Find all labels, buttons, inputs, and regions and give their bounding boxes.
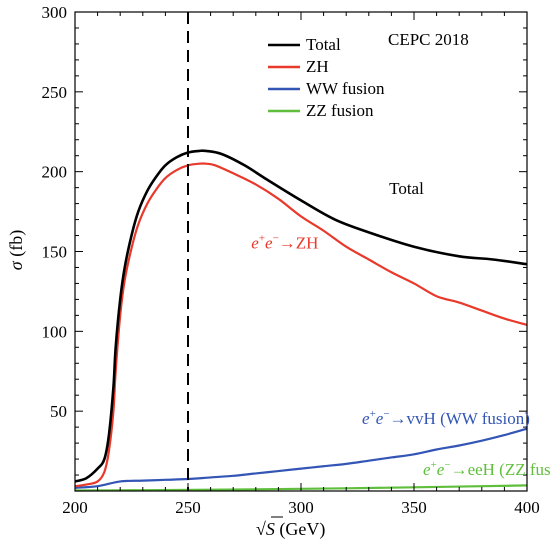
x-axis-label-unit: (GeV) <box>275 519 325 540</box>
y-axis-label: σ (fb) <box>6 230 27 270</box>
x-tick-label: 200 <box>62 498 88 517</box>
series-line-zh <box>74 162 528 488</box>
ticks-layer <box>74 11 528 492</box>
y-tick-label: 300 <box>42 3 68 22</box>
y-axis-label-var: σ <box>6 260 26 270</box>
legend-label-zh: ZH <box>306 57 329 76</box>
y-tick-label: 50 <box>50 402 67 421</box>
y-tick-labels: 50 100 150 200 250 300 <box>42 3 68 421</box>
y-tick-label: 150 <box>42 243 68 262</box>
chart-title: CEPC 2018 <box>388 30 469 49</box>
svg-text:σ (fb): σ (fb) <box>6 230 27 270</box>
x-tick-label: 250 <box>175 498 201 517</box>
series-line-ww-fusion <box>74 427 528 489</box>
legend: Total ZH WW fusion ZZ fusion <box>268 35 385 120</box>
annotation-ww: e+e−→vvH (WW fusion) <box>362 408 530 428</box>
x-tick-label: 300 <box>288 498 314 517</box>
annotation-zh: e+e−→ZH <box>251 232 318 252</box>
legend-label-ww-fusion: WW fusion <box>306 79 385 98</box>
y-tick-label: 250 <box>42 83 68 102</box>
x-tick-label: 350 <box>401 498 427 517</box>
annotation-zz: e+e−→eeH (ZZ fusion) <box>423 459 551 479</box>
y-tick-label: 200 <box>42 163 68 182</box>
x-tick-label: 400 <box>514 498 540 517</box>
x-axis-label-root: √ <box>256 519 266 539</box>
y-axis-label-unit: (fb) <box>6 230 27 261</box>
x-tick-labels: 200 250 300 350 400 <box>62 498 540 517</box>
svg-text:√S (GeV): √S (GeV) <box>256 519 325 540</box>
legend-label-zz-fusion: ZZ fusion <box>306 101 374 120</box>
annotation-total: Total <box>389 179 424 198</box>
x-axis-label-var: S <box>266 519 275 539</box>
legend-label-total: Total <box>306 35 341 54</box>
y-tick-label: 100 <box>42 322 68 341</box>
series-line-total <box>74 149 528 483</box>
series-line-zz-fusion <box>74 484 528 492</box>
x-axis-label: √S (GeV) <box>256 516 325 540</box>
annotations: Total e+e−→ZH e+e−→vvH (WW fusion) e+e−→eeH… <box>251 179 551 479</box>
series-layer <box>74 149 528 492</box>
